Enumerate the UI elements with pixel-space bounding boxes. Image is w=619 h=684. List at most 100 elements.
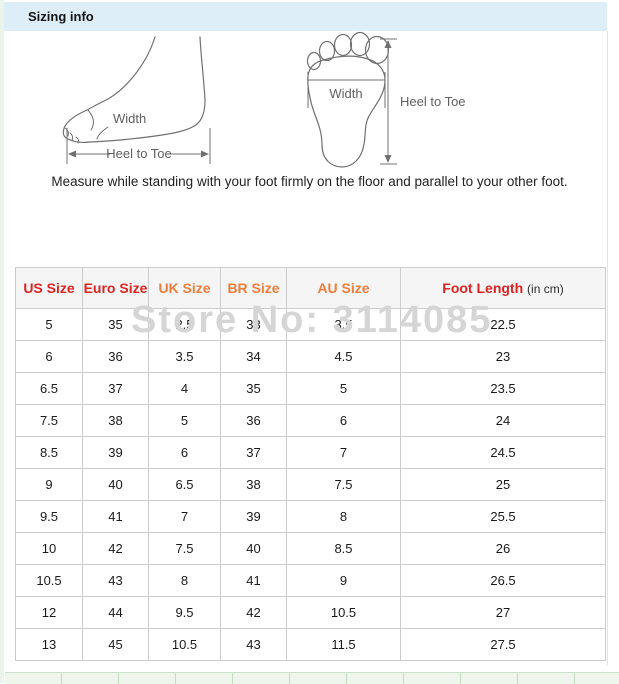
table-row: 10.5 43 8 41 9 26.5 bbox=[15, 564, 606, 597]
table-row: 9.5 41 7 39 8 25.5 bbox=[15, 500, 606, 533]
size-cell: 24.5 bbox=[400, 436, 606, 469]
side-heel-to-toe-label: Heel to Toe bbox=[106, 146, 172, 161]
table-row: 6.5 37 4 35 5 23.5 bbox=[15, 372, 606, 405]
size-cell: 24 bbox=[400, 404, 606, 437]
size-cell: 25 bbox=[400, 468, 606, 501]
table-header-row: US Size Euro Size UK Size BR Size AU Siz… bbox=[15, 267, 606, 309]
size-cell: 6 bbox=[286, 404, 401, 437]
heel-to-toe-dimension bbox=[380, 38, 397, 165]
size-cell: 8 bbox=[286, 500, 401, 533]
size-cell: 5 bbox=[286, 372, 401, 405]
size-cell: 35 bbox=[220, 372, 287, 405]
size-cell: 7.5 bbox=[286, 468, 401, 501]
foot-side-view-diagram: Width Heel to Toe bbox=[62, 36, 211, 164]
foot-side-outline bbox=[62, 36, 206, 144]
next-section-top-strip bbox=[5, 672, 619, 684]
size-cell: 6 bbox=[148, 436, 221, 469]
size-cell: 10.5 bbox=[286, 596, 401, 629]
foot-bottom-view-diagram: Width Heel to Toe bbox=[306, 31, 466, 168]
size-cell: 35 bbox=[82, 308, 149, 341]
size-cell: 9.5 bbox=[15, 500, 83, 533]
size-cell: 39 bbox=[82, 436, 149, 469]
size-cell: 27 bbox=[400, 596, 606, 629]
size-cell: 40 bbox=[220, 532, 287, 565]
size-cell: 7.5 bbox=[15, 404, 83, 437]
size-cell: 42 bbox=[82, 532, 149, 565]
col-header-euro-size: Euro Size bbox=[82, 267, 149, 309]
size-cell: 9 bbox=[15, 468, 83, 501]
table-row: 9 40 6.5 38 7.5 25 bbox=[15, 468, 606, 501]
size-cell: 10 bbox=[15, 532, 83, 565]
size-table-body: 5 35 2.5 33 3.5 22.5 6 36 3.5 34 4.5 23 6.5 37 4 35 5 23.… bbox=[15, 308, 606, 661]
table-row: 10 42 7.5 40 8.5 26 bbox=[15, 532, 606, 565]
size-cell: 6 bbox=[15, 340, 83, 373]
size-cell: 34 bbox=[220, 340, 287, 373]
bottom-heel-to-toe-label: Heel to Toe bbox=[400, 94, 466, 109]
size-cell: 43 bbox=[220, 628, 287, 661]
side-width-label: Width bbox=[113, 111, 146, 126]
size-cell: 26 bbox=[400, 532, 606, 565]
bottom-width-label: Width bbox=[329, 86, 362, 101]
col-header-uk-size: UK Size bbox=[148, 267, 221, 309]
size-cell: 37 bbox=[220, 436, 287, 469]
size-cell: 26.5 bbox=[400, 564, 606, 597]
sizing-info-titlebar: Sizing info bbox=[4, 2, 607, 31]
size-cell: 5 bbox=[148, 404, 221, 437]
table-row: 13 45 10.5 43 11.5 27.5 bbox=[15, 628, 606, 661]
size-cell: 8 bbox=[148, 564, 221, 597]
size-cell: 43 bbox=[82, 564, 149, 597]
size-cell: 41 bbox=[220, 564, 287, 597]
col-header-foot-length: Foot Length (in cm) bbox=[400, 267, 606, 309]
size-cell: 13 bbox=[15, 628, 83, 661]
section-title: Sizing info bbox=[28, 9, 94, 24]
size-cell: 33 bbox=[220, 308, 287, 341]
table-row: 6 36 3.5 34 4.5 23 bbox=[15, 340, 606, 373]
size-cell: 7.5 bbox=[148, 532, 221, 565]
size-cell: 7 bbox=[286, 436, 401, 469]
size-cell: 40 bbox=[82, 468, 149, 501]
size-cell: 2.5 bbox=[148, 308, 221, 341]
col-header-us-size: US Size bbox=[15, 267, 83, 309]
size-cell: 36 bbox=[220, 404, 287, 437]
table-row: 5 35 2.5 33 3.5 22.5 bbox=[15, 308, 606, 341]
size-cell: 23 bbox=[400, 340, 606, 373]
foot-length-label: Foot Length bbox=[442, 279, 524, 296]
size-conversion-table: US Size Euro Size UK Size BR Size AU Siz… bbox=[15, 267, 606, 661]
size-cell: 41 bbox=[82, 500, 149, 533]
size-cell: 3.5 bbox=[286, 308, 401, 341]
table-row: 12 44 9.5 42 10.5 27 bbox=[15, 596, 606, 629]
size-cell: 37 bbox=[82, 372, 149, 405]
size-cell: 8.5 bbox=[286, 532, 401, 565]
size-cell: 8.5 bbox=[15, 436, 83, 469]
size-cell: 25.5 bbox=[400, 500, 606, 533]
page-left-edge bbox=[0, 0, 4, 683]
size-cell: 36 bbox=[82, 340, 149, 373]
size-cell: 45 bbox=[82, 628, 149, 661]
size-cell: 27.5 bbox=[400, 628, 606, 661]
size-cell: 39 bbox=[220, 500, 287, 533]
size-cell: 44 bbox=[82, 596, 149, 629]
size-cell: 38 bbox=[82, 404, 149, 437]
size-cell: 6.5 bbox=[148, 468, 221, 501]
heel-to-toe-dimension bbox=[66, 128, 211, 164]
size-cell: 6.5 bbox=[15, 372, 83, 405]
size-cell: 3.5 bbox=[148, 340, 221, 373]
size-cell: 23.5 bbox=[400, 372, 606, 405]
size-cell: 4 bbox=[148, 372, 221, 405]
content-right-border bbox=[607, 31, 608, 665]
size-cell: 9 bbox=[286, 564, 401, 597]
table-row: 7.5 38 5 36 6 24 bbox=[15, 404, 606, 437]
size-cell: 11.5 bbox=[286, 628, 401, 661]
table-row: 8.5 39 6 37 7 24.5 bbox=[15, 436, 606, 469]
size-cell: 38 bbox=[220, 468, 287, 501]
size-cell: 9.5 bbox=[148, 596, 221, 629]
foot-length-unit: (in cm) bbox=[527, 281, 564, 296]
size-cell: 22.5 bbox=[400, 308, 606, 341]
col-header-br-size: BR Size bbox=[220, 267, 287, 309]
col-header-au-size: AU Size bbox=[286, 267, 401, 309]
measure-instruction: Measure while standing with your foot fi… bbox=[51, 174, 568, 189]
size-cell: 7 bbox=[148, 500, 221, 533]
size-cell: 4.5 bbox=[286, 340, 401, 373]
size-cell: 42 bbox=[220, 596, 287, 629]
size-cell: 10.5 bbox=[148, 628, 221, 661]
